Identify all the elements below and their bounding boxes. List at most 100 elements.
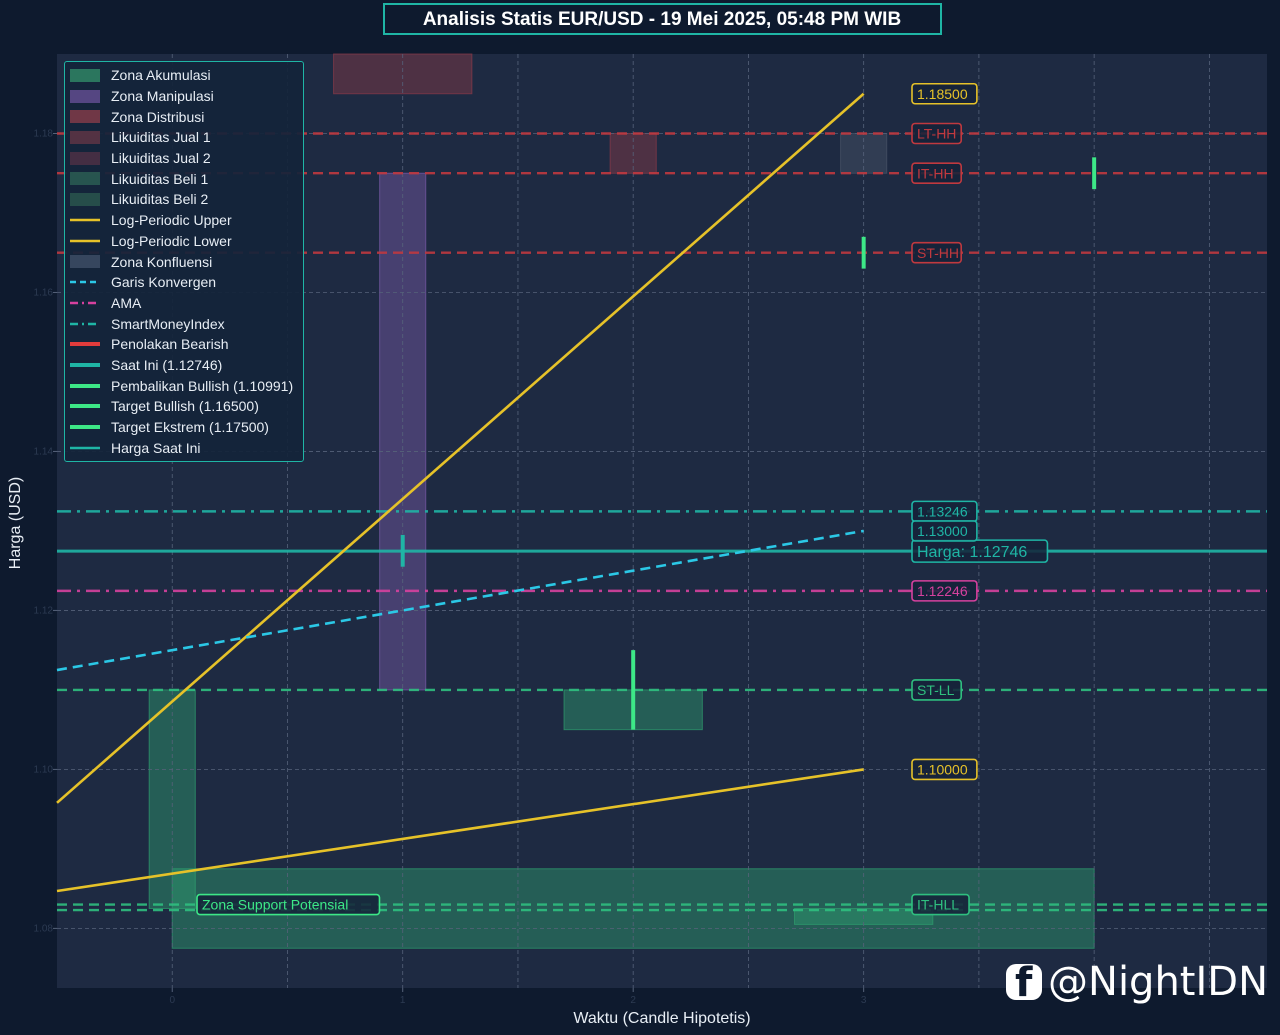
y-tick-label: 1.14: [34, 446, 54, 457]
label-box: [911, 679, 963, 701]
legend-label: Zona Distribusi: [111, 108, 205, 125]
x-axis-label: Waktu (Candle Hipotetis): [573, 1010, 750, 1027]
legend-swatch: [70, 214, 100, 226]
series-line: [56, 768, 864, 893]
legend-item: Log-Periodic Upper: [65, 210, 303, 231]
label-box: [911, 580, 978, 602]
legend-swatch: [70, 442, 100, 454]
legend-swatch: [70, 338, 100, 350]
legend-item: Zona Manipulasi: [65, 86, 303, 107]
legend-item: Likuiditas Jual 1: [65, 127, 303, 148]
level-label: 1.13246: [917, 503, 968, 519]
legend-item: Zona Konfluensi: [65, 251, 303, 272]
y-tick-label: 1.10: [34, 764, 54, 775]
y-tick-label: 1.12: [34, 605, 54, 616]
facebook-icon: f: [1006, 964, 1043, 1000]
legend-swatch: [70, 110, 100, 124]
legend-swatch: [70, 172, 100, 186]
legend-swatch: [70, 380, 100, 392]
legend-label: Target Bullish (1.16500): [111, 398, 259, 415]
series-line: [56, 92, 865, 804]
y-tick-label: 1.08: [34, 923, 54, 934]
legend-label: Likuiditas Jual 2: [111, 150, 211, 167]
legend-label: Zona Akumulasi: [111, 67, 211, 84]
legend: Zona Akumulasi Zona Manipulasi Zona Distri…: [64, 61, 304, 463]
legend-item: Zona Distribusi: [65, 106, 303, 127]
y-tick-label: 1.16: [34, 287, 54, 298]
level-label: ST-HH: [917, 245, 959, 261]
x-tick-label: 3: [861, 995, 867, 1006]
legend-swatch: [70, 192, 100, 206]
legend-label: Log-Periodic Lower: [111, 232, 232, 249]
series-layer: [56, 92, 865, 893]
legend-label: Zona Manipulasi: [111, 88, 214, 105]
x-tick-label: 1: [400, 995, 406, 1006]
legend-label: Log-Periodic Upper: [111, 212, 232, 229]
watermark-text: @NightIDN: [1048, 959, 1268, 1005]
watermark: f @NightIDN: [1006, 959, 1268, 1005]
level-label: Harga: 1.12746: [917, 544, 1027, 561]
legend-swatch: [70, 276, 100, 288]
legend-item: Log-Periodic Lower: [65, 231, 303, 252]
level-label: LT-HH: [917, 126, 956, 142]
legend-item: SmartMoneyIndex: [65, 313, 303, 334]
legend-item: Likuiditas Beli 2: [65, 189, 303, 210]
legend-label: Penolakan Bearish: [111, 336, 229, 353]
legend-item: Pembalikan Bullish (1.10991): [65, 375, 303, 396]
legend-swatch: [70, 421, 100, 433]
level-labels: LT-HH IT-HH ST-HH 1.13246 Harga: 1.12746 1.12…: [196, 82, 1049, 916]
legend-label: Saat Ini (1.12746): [111, 356, 223, 373]
chart-title: Analisis Statis EUR/USD - 19 Mei 2025, 0…: [423, 9, 901, 30]
legend-swatch: [70, 235, 100, 247]
markers-layer: [400, 157, 1097, 730]
level-label: 1.13000: [917, 523, 968, 539]
legend-label: AMA: [111, 294, 142, 311]
legend-swatch: [70, 151, 100, 165]
legend-item: Penolakan Bearish: [65, 334, 303, 355]
legend-item: AMA: [65, 293, 303, 314]
legend-label: SmartMoneyIndex: [111, 315, 225, 332]
legend-label: Zona Konfluensi: [111, 253, 213, 270]
legend-label: Harga Saat Ini: [111, 439, 201, 456]
legend-item: Likuiditas Beli 1: [65, 168, 303, 189]
label-box: [911, 758, 978, 781]
label-box: [911, 82, 978, 105]
label-box: [911, 122, 963, 145]
label-box: [911, 893, 970, 916]
legend-swatch: [70, 318, 100, 330]
level-label: IT-HH: [917, 165, 954, 181]
level-label: 1.18500: [917, 86, 968, 102]
legend-label: Garis Konvergen: [111, 274, 217, 291]
legend-label: Likuiditas Beli 2: [111, 191, 209, 208]
legend-item: Likuiditas Jual 2: [65, 148, 303, 169]
legend-swatch: [70, 255, 100, 269]
label-box: [911, 241, 963, 264]
legend-swatch: [70, 130, 100, 144]
legend-label: Likuiditas Beli 1: [111, 170, 209, 187]
level-label: 1.10000: [917, 761, 968, 777]
level-label: IT-HLL: [917, 897, 959, 913]
legend-swatch: [70, 400, 100, 412]
level-label: Zona Support Potensial: [202, 897, 348, 913]
legend-swatch: [70, 359, 100, 371]
chart-title-box: [383, 3, 942, 35]
label-box: [911, 520, 978, 542]
level-label: ST-LL: [917, 682, 955, 698]
legend-item: Garis Konvergen: [65, 272, 303, 293]
legend-item: Target Bullish (1.16500): [65, 396, 303, 417]
series-line: [56, 529, 864, 672]
chart-title-group: Analisis Statis EUR/USD - 19 Mei 2025, 0…: [383, 3, 942, 35]
x-tick-label: 2: [630, 995, 636, 1006]
legend-swatch: [70, 68, 100, 82]
legend-swatch: [70, 89, 100, 103]
legend-item: Harga Saat Ini: [65, 437, 303, 458]
legend-label: Pembalikan Bullish (1.10991): [111, 377, 294, 394]
legend-label: Target Ekstrem (1.17500): [111, 419, 269, 436]
y-axis-label: Harga (USD): [7, 477, 24, 569]
label-box: [911, 162, 963, 185]
zone-distribution: [333, 53, 473, 95]
y-tick-label: 1.18: [34, 128, 54, 139]
legend-swatch: [70, 297, 100, 309]
legend-item: Zona Akumulasi: [65, 65, 303, 86]
ticks: 0 1 2 3 1.08 1.10 1.12 1.14 1.16 1.18: [34, 128, 867, 1006]
